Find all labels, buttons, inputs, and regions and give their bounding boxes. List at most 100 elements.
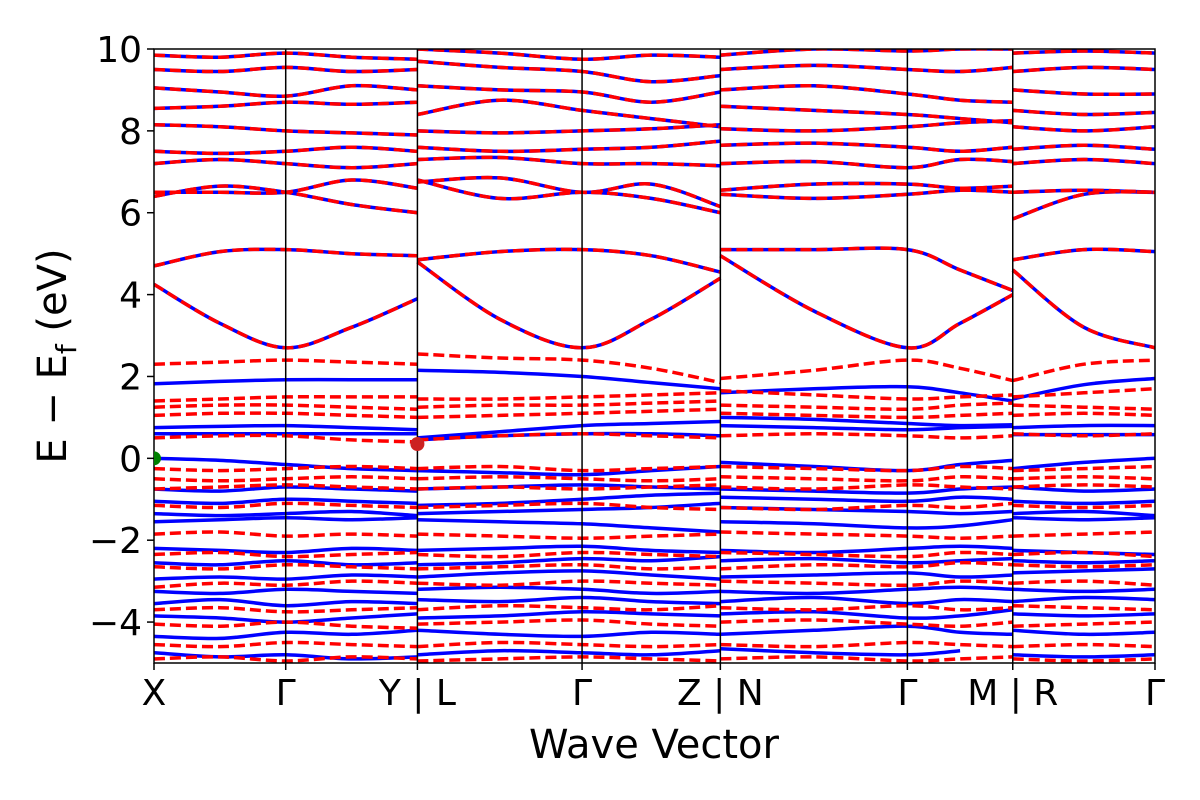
spin-up-band-line: [1012, 515, 1155, 522]
spin-down-band-line: [720, 432, 1013, 440]
spin-down-band-line: [720, 246, 1014, 293]
spin-down-band-line: [416, 260, 722, 350]
spin-up-band-line: [720, 517, 1014, 530]
spin-down-band-line: [1012, 247, 1155, 262]
spin-down-band-line: [720, 118, 1013, 133]
spin-down-band-line: [1012, 386, 1155, 399]
spin-down-band-line: [417, 178, 721, 215]
spin-down-band-line: [1012, 620, 1155, 628]
spin-down-band-line: [719, 254, 1014, 350]
spin-down-band-line: [720, 550, 1013, 559]
x-tick-label: Γ: [276, 673, 296, 714]
spin-down-band-line: [720, 475, 1013, 483]
spin-down-band-line: [720, 655, 1013, 663]
spin-up-band-line: [720, 608, 1013, 620]
spin-down-band-line: [720, 389, 1013, 401]
y-axis: −4 −2 0 2 4 6 8 10: [89, 30, 154, 644]
spin-down-band-line: [720, 411, 1013, 420]
y-axis-label-unit: (eV): [30, 248, 76, 344]
spin-down-band-line: [1012, 503, 1155, 510]
y-tick-label: 4: [119, 276, 142, 317]
spin-down-band-line: [720, 603, 1013, 612]
spin-up-band-line: [720, 495, 1013, 504]
spin-down-band-line: [1012, 125, 1155, 133]
spin-down-band-line: [720, 501, 1013, 512]
spin-down-band-line: [1012, 483, 1155, 489]
spin-down-band-line: [417, 532, 721, 540]
spin-up-band-line: [1012, 595, 1155, 604]
spin-down-band-line: [1012, 475, 1155, 481]
plot-frame: [153, 48, 1156, 664]
x-axis: X Γ Y | L Γ Z | N Γ M | R Γ: [142, 663, 1165, 714]
spin-down-band-line: [1012, 642, 1155, 649]
band-lines: [154, 49, 1155, 663]
spin-down-band-line: [1011, 268, 1155, 350]
spin-up-band-line: [1012, 628, 1155, 637]
spin-up-band-line: [1012, 653, 1155, 659]
spin-down-band-line: [720, 63, 1013, 74]
spin-up-band-line: [1012, 587, 1155, 594]
spin-down-band-line: [1012, 88, 1155, 97]
spin-up-band-line: [720, 415, 1013, 428]
spin-down-band-line: [720, 141, 1013, 154]
spin-down-band-line: [1012, 108, 1155, 117]
spin-down-band-line: [1012, 432, 1155, 438]
spin-down-band-line: [417, 579, 721, 587]
spin-down-band-line: [1012, 464, 1155, 473]
x-tick-label: Y | L: [378, 673, 456, 714]
y-tick-label: 8: [119, 112, 142, 153]
spin-down-band-line: [417, 475, 721, 483]
spin-down-band-line: [720, 104, 1013, 125]
spin-down-band-line: [1012, 563, 1155, 569]
y-axis-label-main: E − E: [30, 354, 76, 464]
spin-down-band-line: [720, 618, 1013, 628]
spin-down-band-line: [417, 550, 721, 559]
spin-down-band-line: [1012, 49, 1155, 55]
spin-up-band-line: [417, 648, 721, 657]
cbm-marker: [410, 437, 425, 452]
spin-up-band-line: [1012, 456, 1155, 471]
spin-down-band-line: [417, 640, 721, 649]
spin-up-band-line: [417, 517, 721, 534]
spin-down-band-line: [720, 157, 1013, 170]
spin-up-band-line: [1012, 499, 1155, 506]
spin-down-band-line: [720, 464, 1013, 473]
spin-down-band-line: [1012, 550, 1155, 559]
spin-down-band-line: [417, 391, 721, 401]
spin-up-band-line: [720, 624, 1013, 637]
y-tick-label: −4: [89, 603, 142, 644]
spin-down-band-line: [720, 483, 1013, 491]
spin-up-band-line: [720, 384, 1014, 403]
y-axis-label: E − Ef (eV): [30, 248, 83, 463]
spin-down-band-line: [720, 579, 1013, 588]
x-axis-label: Wave Vector: [529, 722, 780, 768]
spin-down-band-line: [720, 188, 1013, 201]
spin-down-bands: [154, 49, 1155, 663]
y-tick-label: 6: [119, 194, 142, 235]
spin-down-band-line: [1012, 530, 1155, 538]
y-tick-label: 10: [96, 30, 142, 71]
high-symmetry-lines: [284, 49, 1014, 663]
vbm-marker: [154, 451, 161, 466]
y-tick-label: −2: [89, 521, 142, 562]
spin-up-band-line: [417, 569, 721, 581]
spin-up-band-line: [1012, 423, 1155, 430]
spin-up-band-line: [720, 585, 1013, 596]
spin-down-band-line: [1012, 358, 1155, 383]
x-tick-label: Γ: [572, 673, 592, 714]
spin-down-band-line: [417, 618, 721, 628]
spin-down-band-line: [1012, 411, 1155, 418]
spin-down-band-line: [720, 401, 1013, 412]
band-edge-markers: [154, 437, 425, 466]
spin-up-band-line: [417, 610, 721, 620]
spin-down-band-line: [417, 352, 721, 385]
spin-up-band-line: [417, 595, 721, 606]
spin-down-band-line: [417, 407, 721, 420]
spin-down-band-line: [1012, 143, 1155, 152]
spin-down-band-line: [1012, 579, 1155, 587]
spin-down-band-line: [1012, 403, 1155, 411]
spin-down-band-line: [1012, 603, 1155, 612]
spin-down-band-line: [417, 247, 721, 274]
spin-down-band-line: [1012, 157, 1155, 166]
